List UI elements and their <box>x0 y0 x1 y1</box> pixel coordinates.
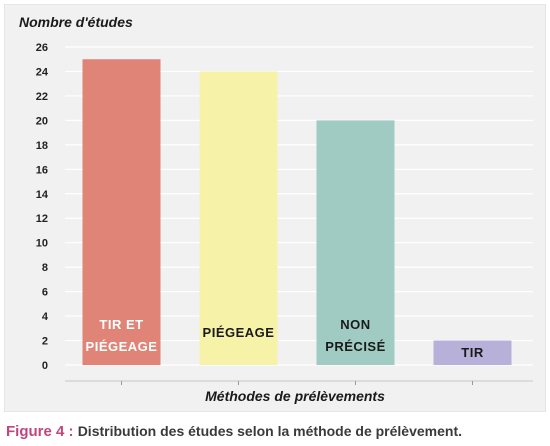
y-tick-label: 14 <box>36 189 49 201</box>
y-axis-title: Nombre d'études <box>19 14 133 30</box>
y-tick-label: 0 <box>42 360 48 372</box>
y-tick-label: 2 <box>42 336 48 348</box>
bar-label: PRÉCISÉ <box>325 339 386 354</box>
x-ticks <box>121 381 473 385</box>
bar <box>316 120 395 365</box>
bar-label: PIÉGEAGE <box>203 325 275 340</box>
y-tick-label: 10 <box>36 238 48 250</box>
caption-text: Distribution des études selon la méthode… <box>77 423 462 439</box>
bar-label: TIR ET <box>99 317 143 332</box>
figure-caption: Figure 4 : Distribution des études selon… <box>6 420 546 442</box>
bar <box>433 340 512 365</box>
caption-label: Figure 4 : <box>6 423 74 440</box>
y-tick-label: 4 <box>42 311 49 323</box>
bars-layer: TIR ET PIÉGEAGE PIÉGEAGE NON PRÉCISÉ TIR <box>82 59 512 365</box>
y-tick-label: 24 <box>36 66 49 78</box>
y-tick-label: 26 <box>36 42 48 54</box>
y-tick-label: 12 <box>36 213 48 225</box>
x-axis-title: Méthodes de prélèvements <box>205 388 385 404</box>
bar-label: NON <box>340 317 370 332</box>
bar <box>199 71 278 365</box>
bar-label: PIÉGEAGE <box>86 339 158 354</box>
y-tick-label: 18 <box>36 140 48 152</box>
bar <box>82 59 161 365</box>
y-tick-label: 6 <box>42 287 48 299</box>
y-tick-label: 22 <box>36 91 48 103</box>
bar-label: TIR <box>461 345 484 360</box>
y-tick-label: 8 <box>42 262 48 274</box>
y-tick-label: 20 <box>36 115 48 127</box>
y-tick-label: 16 <box>36 164 48 176</box>
